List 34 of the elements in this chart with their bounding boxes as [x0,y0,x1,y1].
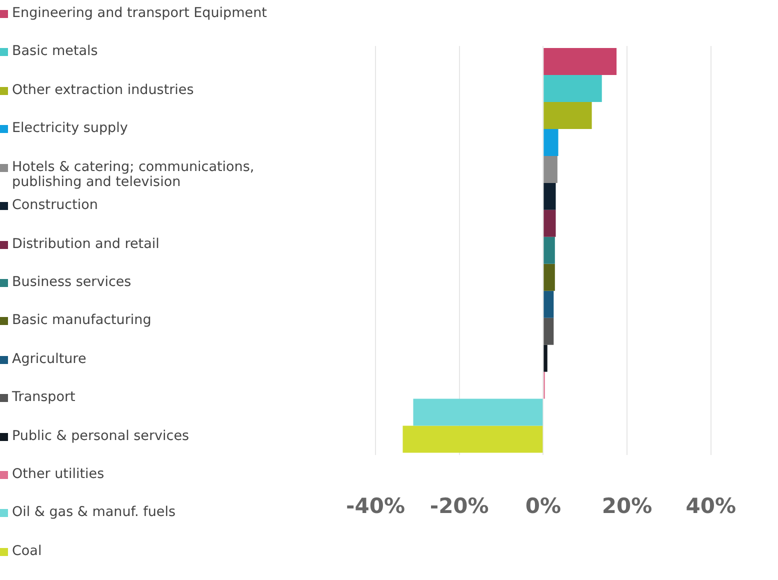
legend-label: Public & personal services [12,428,190,444]
bar [544,264,555,291]
legend-label: Coal [12,542,42,559]
bar [544,156,558,183]
bar [413,398,543,426]
x-tick-label: 20% [602,494,652,518]
bar [544,182,556,210]
legend-label: Basic manufacturing [12,312,152,328]
bar [544,128,558,156]
bar [402,426,543,453]
legend-label: Engineering and transport Equipment [12,5,267,21]
x-tick-label: 40% [686,494,736,518]
bar [544,75,602,102]
bar [544,236,555,264]
legend-label: Transport [12,389,76,406]
bar [544,102,592,129]
legend-label: Basic metals [12,43,98,60]
x-tick-label: -20% [430,494,489,518]
legend-label: Agriculture [12,350,86,367]
bar [544,318,554,345]
legend-label: Distribution and retail [12,236,160,252]
legend-label: Construction [12,197,98,214]
legend-label: Other extraction industries [12,82,194,98]
bar [544,48,617,76]
bar [544,210,556,237]
legend-label: Oil & gas & manuf. fuels [12,504,176,520]
legend-label: Business services [12,274,132,290]
bar [544,290,554,318]
x-tick-label: -40% [346,494,405,518]
legend-label: Electricity supply [12,120,128,136]
legend-label: Other utilities [12,466,104,482]
legend-label: Hotels & catering; communications, publishing and television [12,158,256,190]
bar [544,344,548,372]
x-tick-label: 0% [525,494,562,518]
